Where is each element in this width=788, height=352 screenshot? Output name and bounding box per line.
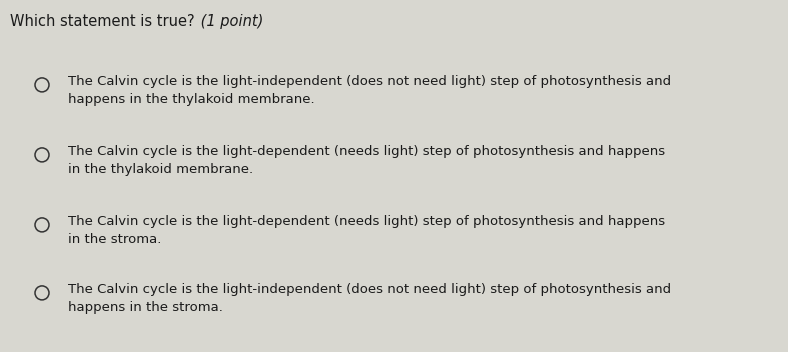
Text: The Calvin cycle is the light-independent (does not need light) step of photosyn: The Calvin cycle is the light-independen… [68, 75, 671, 88]
Text: happens in the stroma.: happens in the stroma. [68, 301, 223, 314]
Text: Which statement is true?: Which statement is true? [10, 14, 195, 29]
Text: in the thylakoid membrane.: in the thylakoid membrane. [68, 163, 253, 176]
Text: The Calvin cycle is the light-dependent (needs light) step of photosynthesis and: The Calvin cycle is the light-dependent … [68, 215, 665, 228]
Text: The Calvin cycle is the light-independent (does not need light) step of photosyn: The Calvin cycle is the light-independen… [68, 283, 671, 296]
Text: in the stroma.: in the stroma. [68, 233, 162, 246]
Text: happens in the thylakoid membrane.: happens in the thylakoid membrane. [68, 93, 314, 106]
Text: (1 point): (1 point) [196, 14, 263, 29]
Text: The Calvin cycle is the light-dependent (needs light) step of photosynthesis and: The Calvin cycle is the light-dependent … [68, 145, 665, 158]
